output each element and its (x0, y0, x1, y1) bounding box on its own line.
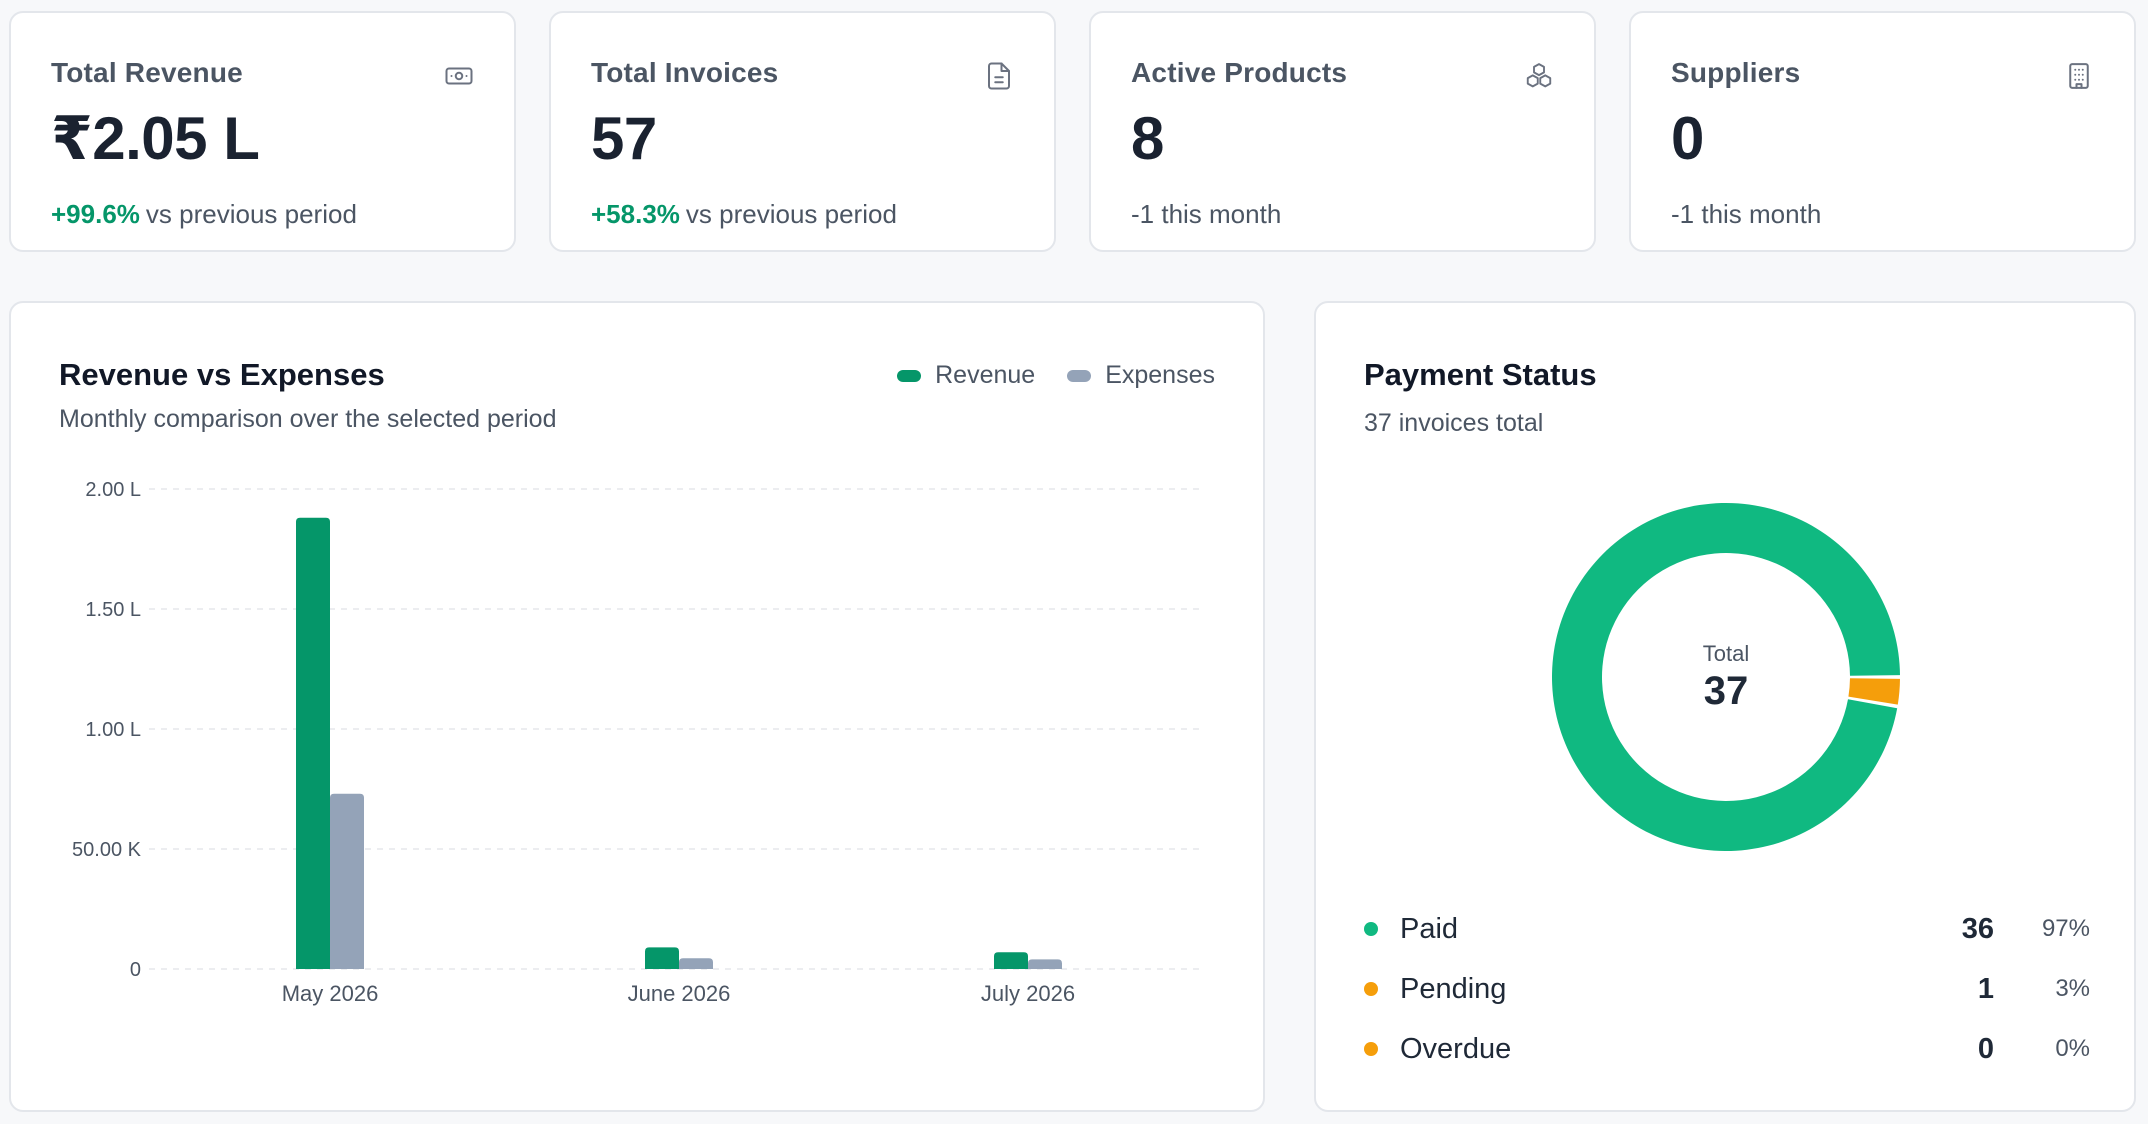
revenue-expenses-panel: Revenue vs Expenses Monthly comparison o… (9, 301, 1265, 1112)
stat-title: Suppliers (1671, 57, 1801, 88)
y-tick-label: 1.00 L (85, 719, 141, 741)
stat-card-suppliers[interactable]: Suppliers 0 -1 this month (1629, 11, 2136, 252)
status-name: Paid (1400, 912, 1459, 945)
status-name: Overdue (1400, 1032, 1512, 1065)
status-percent: 0% (2055, 1035, 2090, 1062)
bar-expenses (679, 958, 713, 969)
stat-sub-label: vs previous period (145, 199, 357, 229)
status-count: 36 (1961, 912, 1994, 945)
y-tick-label: 1.50 L (85, 599, 141, 621)
stat-title: Active Products (1131, 57, 1348, 88)
donut-center-label: Total (1702, 640, 1750, 666)
status-percent: 97% (2041, 915, 2090, 942)
stat-subtext: +99.6% vs previous period (51, 199, 474, 230)
bar-chart: 0 50.00 K 1.00 L 1.50 L 2.00 L May 2026 June 2… (72, 479, 1203, 1006)
status-row-overdue[interactable]: Overdue 0 0% (1364, 1019, 2090, 1079)
stat-card-active-products[interactable]: Active Products 8 -1 this month (1089, 11, 1596, 252)
stat-subtext: -1 this month (1131, 199, 1554, 230)
panel-subtitle: 37 invoices total (1364, 409, 1544, 437)
legend-label: Revenue (935, 361, 1036, 389)
stat-card-total-invoices[interactable]: Total Invoices 57 +58.3% vs previous peri… (549, 11, 1056, 252)
stat-value: ₹2.05 L (51, 105, 260, 172)
bar-revenue (994, 952, 1028, 969)
status-percent: 3% (2055, 975, 2090, 1002)
panel-title: Revenue vs Expenses (59, 357, 385, 392)
x-tick-label: May 2026 (282, 981, 379, 1006)
y-tick-label: 2.00 L (85, 479, 141, 501)
x-tick-label: July 2026 (981, 981, 1075, 1006)
y-tick-label: 50.00 K (72, 839, 142, 861)
stat-subtext: +58.3% vs previous period (591, 199, 1014, 230)
stat-card-total-revenue[interactable]: Total Revenue ₹2.05 L +99.6% vs previous … (9, 11, 516, 252)
stat-title: Total Invoices (591, 57, 779, 88)
stat-sub-label: vs previous period (685, 199, 897, 229)
donut-chart: Total 37 (1548, 499, 1904, 855)
status-row-paid[interactable]: Paid 36 97% (1364, 899, 2090, 959)
donut-slice-pending[interactable] (1848, 678, 1900, 705)
donut-center: Total 37 (1548, 499, 1904, 855)
status-count: 1 (1977, 972, 1994, 1005)
panel-title: Payment Status (1364, 357, 1597, 392)
stat-delta: +99.6% (51, 199, 140, 229)
stat-value: 57 (591, 105, 657, 172)
status-dot (1364, 922, 1378, 936)
banknote-icon (444, 61, 474, 91)
legend-swatch (897, 369, 922, 382)
status-name: Pending (1400, 972, 1507, 1005)
donut-center-value: 37 (1703, 668, 1749, 713)
stat-title: Total Revenue (51, 57, 243, 88)
payment-status-panel: Payment Status 37 invoices total Total 3… (1314, 301, 2136, 1112)
status-list: Paid 36 97% Pending 1 3% Overdue 0 0% (1364, 899, 2090, 1079)
donut-svg (1552, 503, 1900, 852)
stat-subtext: -1 this month (1671, 199, 2094, 230)
stat-sub-label: -1 this month (1131, 199, 1282, 229)
stat-value: 0 (1671, 105, 1704, 172)
bar-revenue (296, 517, 330, 969)
stat-value: 8 (1131, 105, 1164, 172)
bar-revenue (645, 947, 679, 969)
legend-item-expenses[interactable]: Expenses (1067, 361, 1215, 390)
status-dot (1364, 982, 1378, 996)
legend-swatch (1067, 369, 1092, 382)
legend-label: Expenses (1105, 361, 1215, 389)
chart-legend: Revenue Expenses (897, 361, 1215, 390)
stat-cards: Total Revenue ₹2.05 L +99.6% vs previous … (9, 11, 2136, 252)
stat-delta: +58.3% (591, 199, 680, 229)
x-tick-label: June 2026 (628, 981, 731, 1006)
file-text-icon (984, 61, 1014, 91)
boxes-icon (1524, 61, 1554, 91)
legend-item-revenue[interactable]: Revenue (897, 361, 1035, 390)
bar-expenses (1028, 959, 1062, 969)
bar-expenses (330, 793, 364, 969)
panel-subtitle: Monthly comparison over the selected per… (59, 405, 557, 433)
status-row-pending[interactable]: Pending 1 3% (1364, 959, 2090, 1019)
status-dot (1364, 1042, 1378, 1056)
building-icon (2064, 61, 2094, 91)
stat-sub-label: -1 this month (1671, 199, 1822, 229)
status-count: 0 (1977, 1032, 1994, 1065)
y-tick-label: 0 (130, 959, 141, 981)
